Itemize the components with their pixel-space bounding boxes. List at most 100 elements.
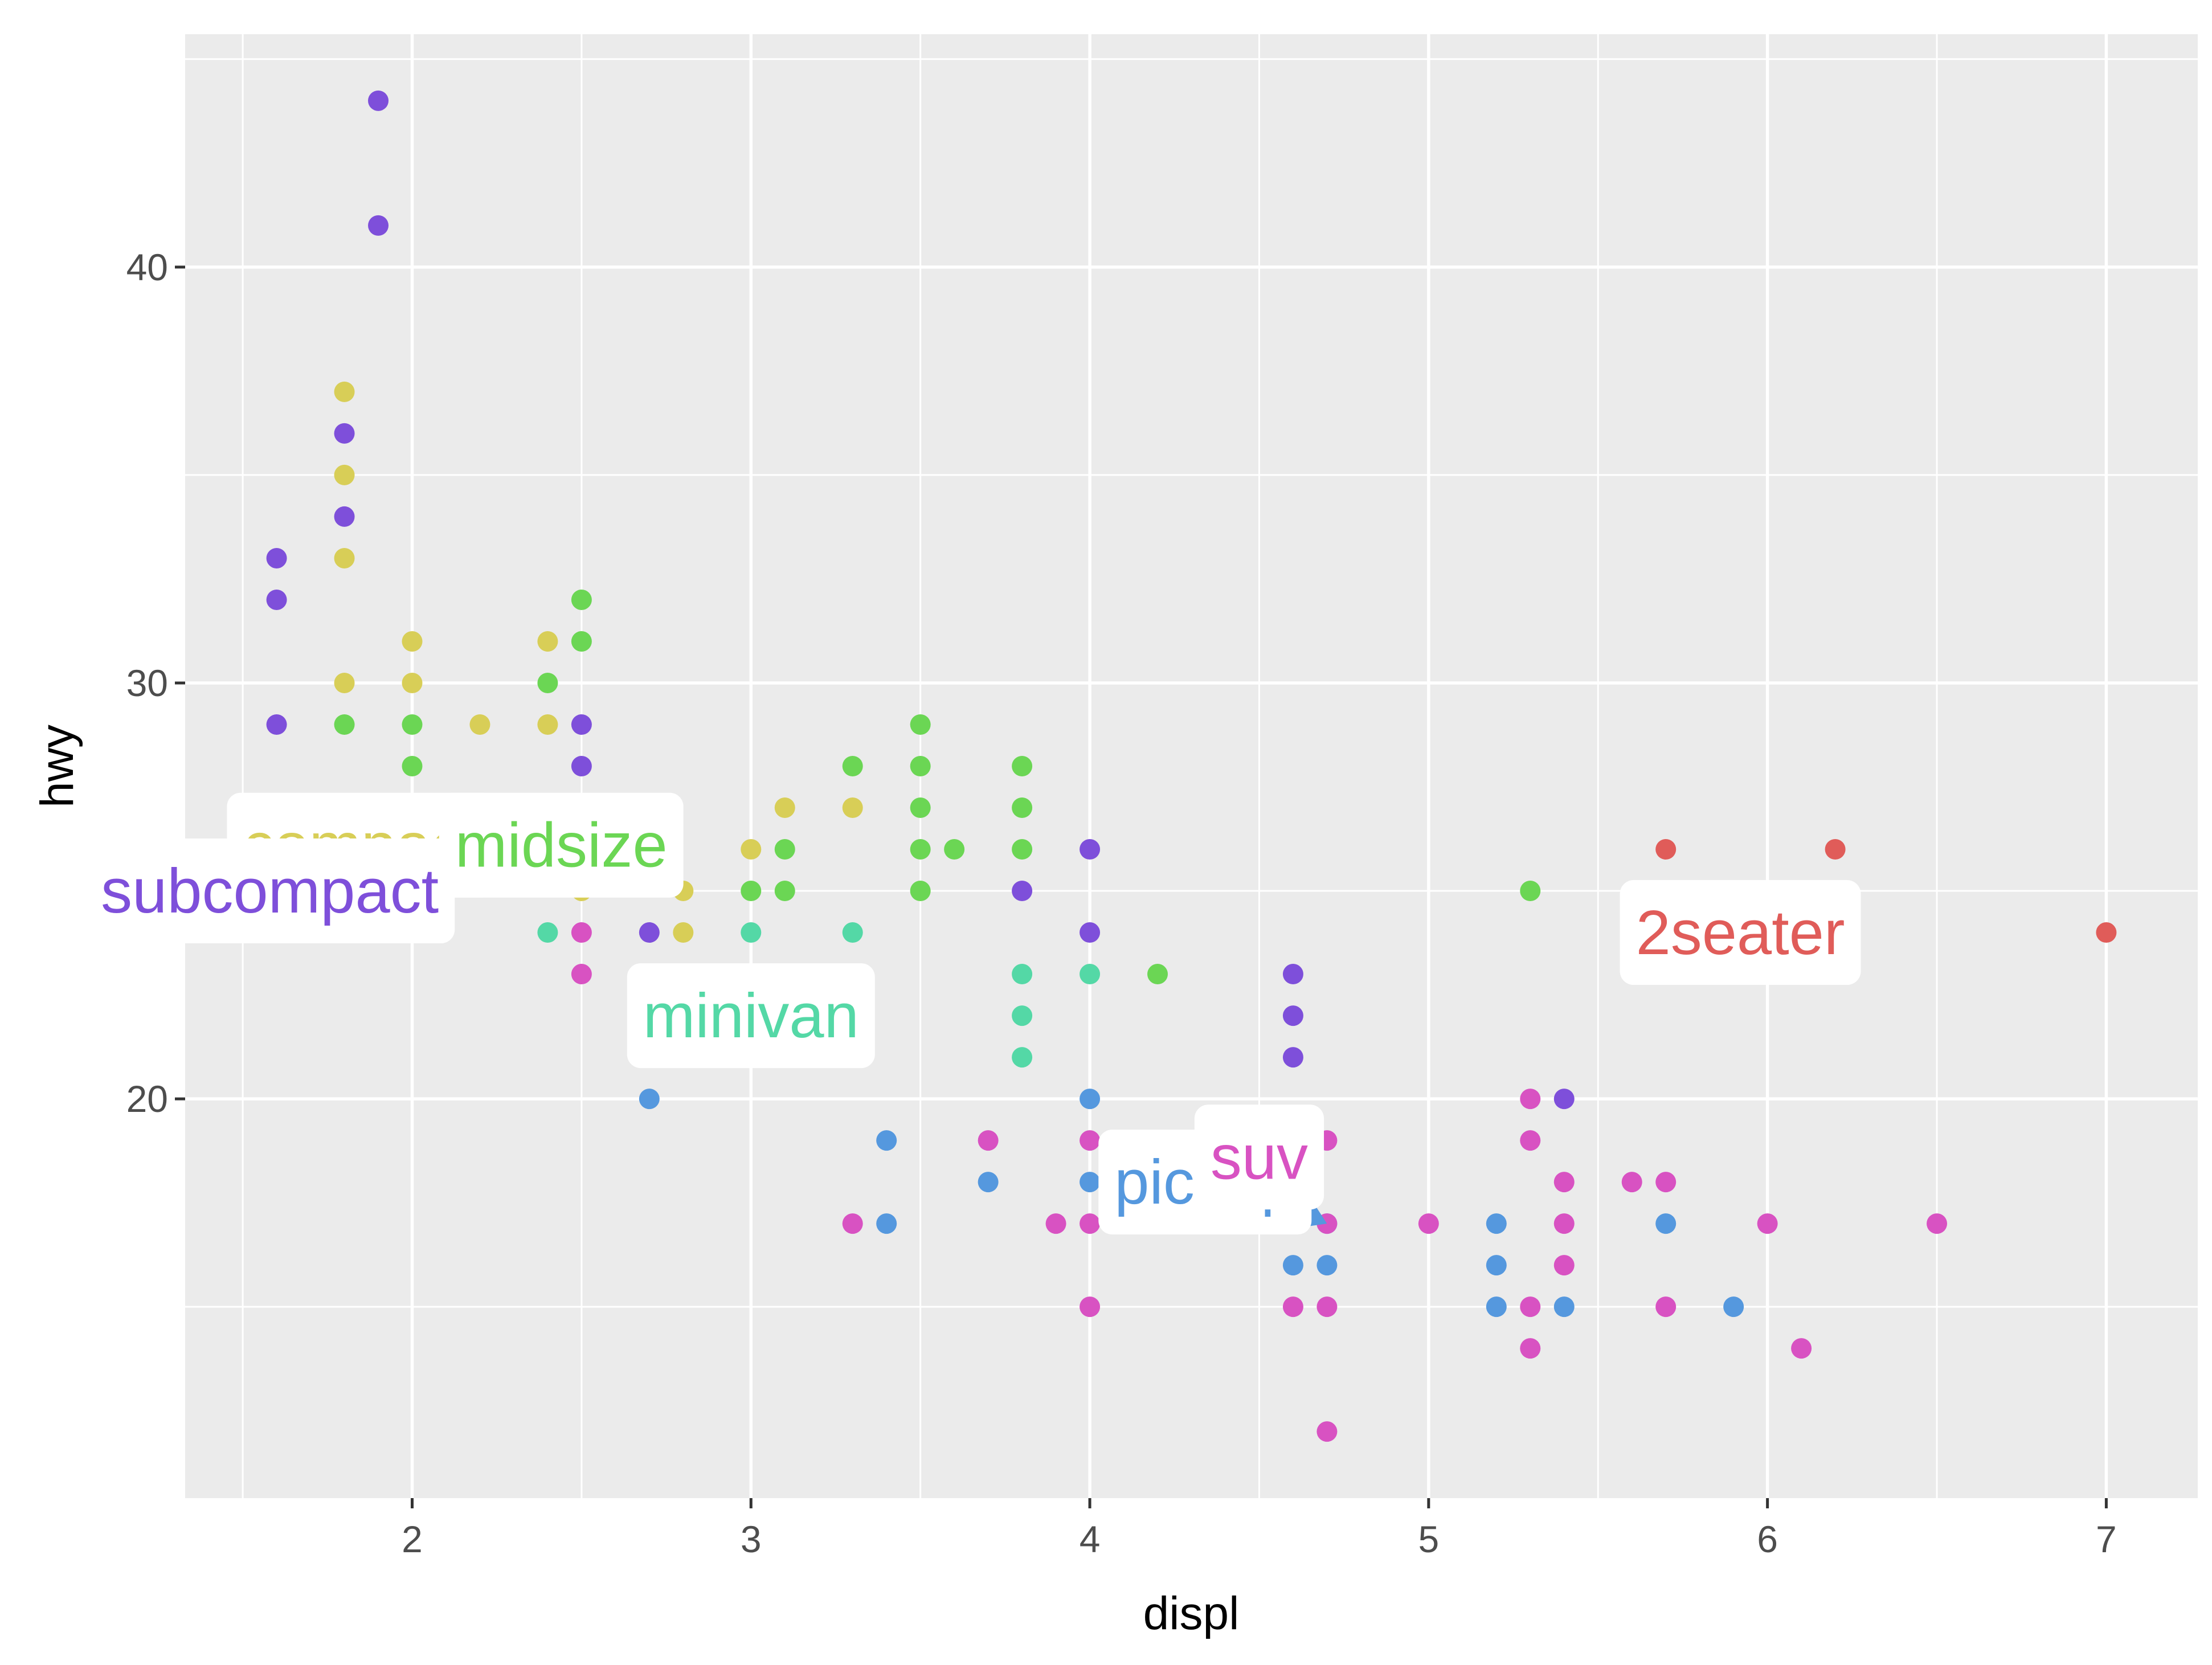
data-point-compact bbox=[537, 714, 558, 735]
data-point-compact bbox=[334, 381, 355, 402]
data-point-subcompact bbox=[266, 589, 287, 610]
data-point-suv bbox=[1553, 1213, 1575, 1234]
class-label-text: minivan bbox=[643, 981, 859, 1051]
data-point-suv bbox=[1520, 1296, 1541, 1318]
data-point-suv bbox=[1520, 1089, 1541, 1110]
y-axis-title: hwy bbox=[31, 725, 83, 808]
data-point-subcompact bbox=[1282, 964, 1303, 985]
data-point-subcompact bbox=[334, 506, 355, 527]
data-point-compact bbox=[334, 464, 355, 485]
class-label-text: subcompact bbox=[101, 856, 439, 926]
data-point-midsize bbox=[334, 714, 355, 735]
data-point-minivan bbox=[842, 922, 863, 943]
class-label-2seater: 2seater bbox=[1620, 880, 1861, 985]
class-label-text: 2seater bbox=[1636, 898, 1845, 968]
data-point-suv bbox=[1520, 1338, 1541, 1359]
data-point-suv bbox=[1045, 1213, 1066, 1234]
data-point-pickup bbox=[1486, 1255, 1507, 1276]
data-point-minivan bbox=[1012, 964, 1033, 985]
x-tick-label: 6 bbox=[1757, 1518, 1778, 1560]
data-point-midsize bbox=[1520, 881, 1541, 902]
data-point-suv bbox=[1418, 1213, 1439, 1234]
data-point-midsize bbox=[1012, 839, 1033, 860]
class-label-box bbox=[85, 838, 455, 944]
data-point-suv bbox=[1757, 1213, 1778, 1234]
panel-background bbox=[185, 34, 2198, 1498]
data-point-pickup bbox=[1080, 1172, 1101, 1193]
data-point-minivan bbox=[741, 922, 762, 943]
data-point-midsize bbox=[910, 714, 931, 735]
data-point-compact bbox=[402, 672, 423, 693]
data-point-minivan bbox=[1080, 964, 1101, 985]
data-point-subcompact bbox=[1282, 1047, 1303, 1068]
data-point-subcompact bbox=[368, 90, 389, 111]
data-point-suv bbox=[978, 1130, 999, 1151]
data-point-midsize bbox=[842, 756, 863, 776]
axis-ticks: 2 3 4 5 6 7 20 30 40 bbox=[126, 246, 2117, 1560]
grid-major bbox=[185, 34, 2198, 1498]
data-point-minivan bbox=[537, 922, 558, 943]
data-point-subcompact bbox=[266, 547, 287, 568]
data-point-subcompact bbox=[1012, 881, 1033, 902]
y-tick-label: 40 bbox=[126, 246, 168, 288]
data-point-pickup bbox=[1080, 1089, 1101, 1110]
x-axis-title: displ bbox=[1143, 1588, 1240, 1639]
data-point-midsize bbox=[944, 839, 965, 860]
data-point-2seater bbox=[1655, 839, 1677, 860]
data-point-midsize bbox=[910, 881, 931, 902]
data-point-midsize bbox=[1147, 964, 1168, 985]
data-point-suv bbox=[1655, 1172, 1677, 1193]
data-point-subcompact bbox=[334, 423, 355, 444]
data-point-compact bbox=[842, 797, 863, 819]
data-point-suv bbox=[1316, 1421, 1338, 1442]
data-point-suv bbox=[571, 964, 592, 985]
data-point-subcompact bbox=[639, 922, 660, 943]
data-point-suv bbox=[1520, 1130, 1541, 1151]
data-point-subcompact bbox=[1282, 1005, 1303, 1026]
data-point-pickup bbox=[876, 1213, 897, 1234]
class-label-text: suv bbox=[1211, 1122, 1308, 1192]
data-point-suv bbox=[1553, 1255, 1575, 1276]
class-label-midsize: midsize bbox=[439, 792, 684, 898]
data-point-suv bbox=[1655, 1296, 1677, 1318]
class-label-box bbox=[1620, 880, 1861, 985]
data-point-subcompact bbox=[1080, 922, 1101, 943]
data-point-midsize bbox=[571, 589, 592, 610]
data-point-2seater bbox=[2096, 922, 2117, 943]
class-label-subcompact: subcompact bbox=[85, 838, 455, 944]
data-point-subcompact bbox=[1553, 1089, 1575, 1110]
data-point-suv bbox=[1080, 1213, 1101, 1234]
data-point-compact bbox=[469, 714, 490, 735]
data-point-pickup bbox=[1723, 1296, 1744, 1318]
data-point-suv bbox=[571, 922, 592, 943]
data-point-midsize bbox=[741, 881, 762, 902]
data-point-midsize bbox=[774, 881, 795, 902]
data-point-subcompact bbox=[571, 756, 592, 776]
data-point-minivan bbox=[1012, 1005, 1033, 1026]
data-point-midsize bbox=[910, 839, 931, 860]
data-point-pickup bbox=[1486, 1213, 1507, 1234]
class-label-box bbox=[1194, 1104, 1324, 1210]
data-point-pickup bbox=[1655, 1213, 1677, 1234]
data-point-midsize bbox=[910, 756, 931, 776]
data-point-compact bbox=[402, 631, 423, 652]
data-point-pickup bbox=[1486, 1296, 1507, 1318]
y-tick-label: 20 bbox=[126, 1078, 168, 1120]
data-point-suv bbox=[842, 1213, 863, 1234]
x-tick-label: 4 bbox=[1080, 1518, 1101, 1560]
data-point-subcompact bbox=[1080, 839, 1101, 860]
data-point-pickup bbox=[1316, 1255, 1338, 1276]
data-point-midsize bbox=[402, 756, 423, 776]
data-point-pickup bbox=[876, 1130, 897, 1151]
data-point-compact bbox=[334, 672, 355, 693]
class-label-minivan: minivan bbox=[627, 963, 875, 1069]
data-point-minivan bbox=[1012, 1047, 1033, 1068]
data-point-pickup bbox=[1282, 1255, 1303, 1276]
data-point-compact bbox=[741, 839, 762, 860]
data-point-compact bbox=[334, 547, 355, 568]
data-point-midsize bbox=[537, 672, 558, 693]
class-label-box bbox=[627, 963, 875, 1069]
data-point-pickup bbox=[978, 1172, 999, 1193]
class-label-box bbox=[439, 792, 684, 898]
